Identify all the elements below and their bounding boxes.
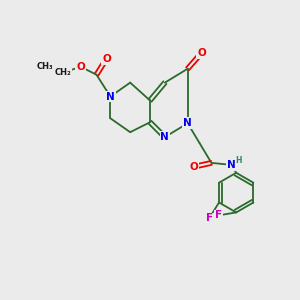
Text: O: O [102,54,111,64]
Text: F: F [206,213,213,224]
Text: N: N [227,160,236,170]
Text: F: F [215,210,222,220]
Text: N: N [183,118,192,128]
Text: O: O [76,62,85,72]
Text: O: O [189,162,198,172]
Text: H: H [235,156,242,165]
Text: O: O [197,48,206,58]
Text: CH₃: CH₃ [37,62,53,71]
Text: N: N [106,92,115,101]
Text: N: N [160,132,169,142]
Text: CH₂: CH₂ [54,68,71,77]
